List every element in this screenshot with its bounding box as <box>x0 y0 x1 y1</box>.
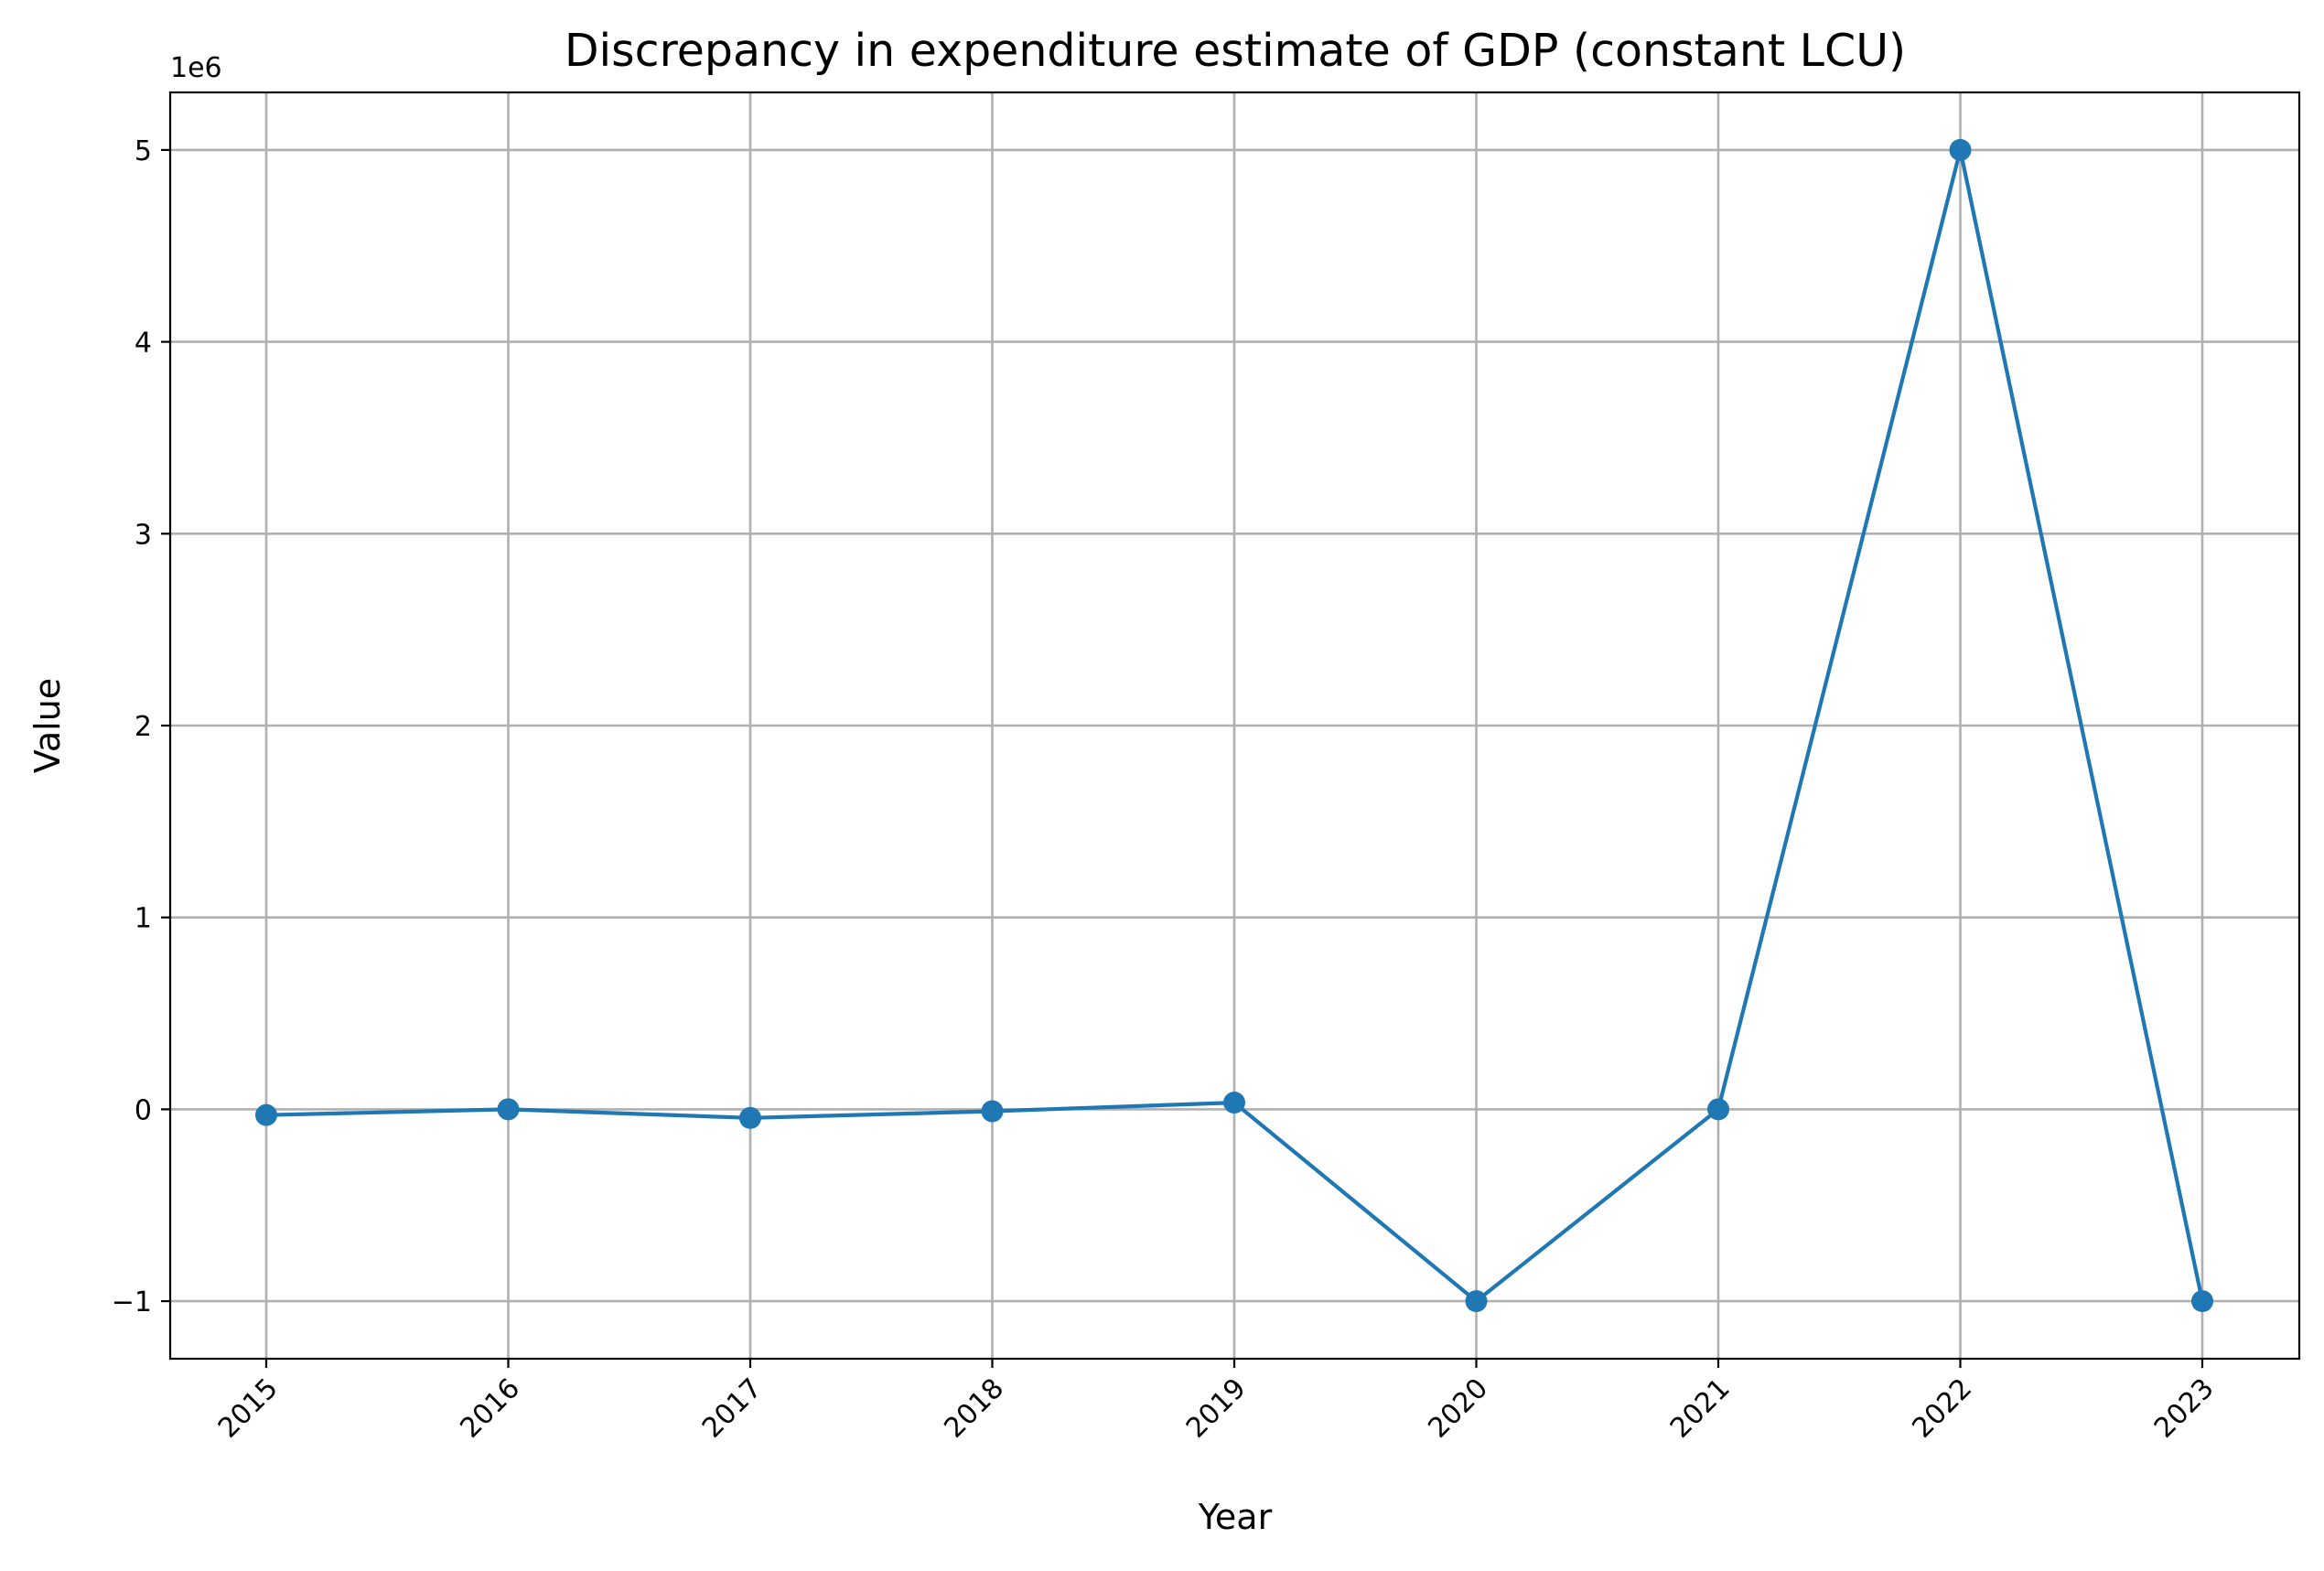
y-tick-label: 1 <box>134 903 152 935</box>
series-layer <box>255 138 2213 1313</box>
y-axis-label: Value <box>27 678 68 773</box>
data-point-marker <box>2191 1290 2213 1313</box>
data-point-marker <box>1223 1092 1245 1114</box>
chart-title: Discrepancy in expenditure estimate of G… <box>565 25 1906 77</box>
y-tick-label: −1 <box>112 1286 152 1318</box>
data-point-marker <box>981 1100 1004 1123</box>
data-point-marker <box>255 1103 277 1126</box>
y-tick-label: 2 <box>134 711 152 743</box>
y-tick-label: 4 <box>134 328 152 360</box>
y-offset-label: 1e6 <box>170 52 222 84</box>
data-point-marker <box>1949 138 1972 161</box>
y-tick-label: 5 <box>134 135 152 167</box>
data-point-marker <box>1707 1098 1729 1121</box>
data-point-marker <box>1465 1290 1488 1313</box>
data-point-marker <box>497 1098 520 1121</box>
data-point-marker <box>739 1106 761 1129</box>
y-tick-label: 0 <box>134 1094 152 1126</box>
x-axis-label: Year <box>1198 1497 1273 1537</box>
y-tick-label: 3 <box>134 519 152 551</box>
